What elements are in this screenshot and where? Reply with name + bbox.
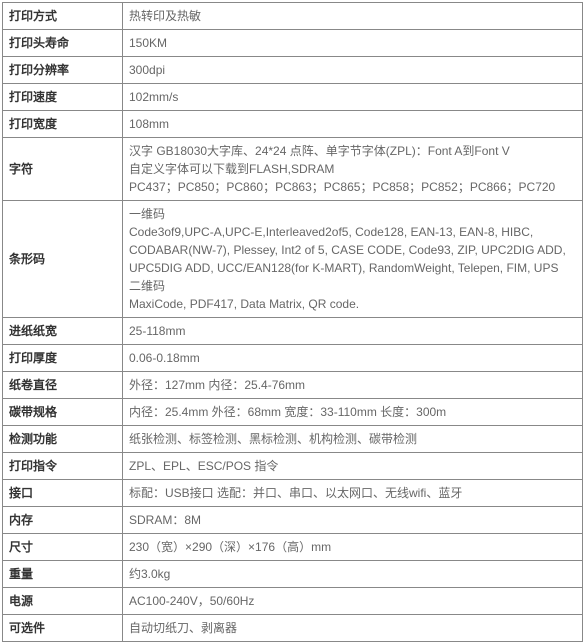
table-row: 纸卷直径外径：127mm 内径：25.4-76mm bbox=[3, 372, 583, 399]
spec-value: AC100-240V，50/60Hz bbox=[123, 588, 583, 615]
table-row: 尺寸230（宽）×290（深）×176（高）mm bbox=[3, 534, 583, 561]
table-row: 打印方式热转印及热敏 bbox=[3, 3, 583, 30]
spec-label: 打印厚度 bbox=[3, 345, 123, 372]
table-row: 重量约3.0kg bbox=[3, 561, 583, 588]
spec-value: 0.06-0.18mm bbox=[123, 345, 583, 372]
spec-value: 一维码Code3of9,UPC-A,UPC-E,Interleaved2of5,… bbox=[123, 201, 583, 318]
spec-label: 重量 bbox=[3, 561, 123, 588]
table-row: 碳带规格内径：25.4mm 外径：68mm 宽度：33-110mm 长度：300… bbox=[3, 399, 583, 426]
spec-value: 230（宽）×290（深）×176（高）mm bbox=[123, 534, 583, 561]
spec-label: 条形码 bbox=[3, 201, 123, 318]
spec-label: 打印头寿命 bbox=[3, 30, 123, 57]
spec-label: 进纸纸宽 bbox=[3, 318, 123, 345]
spec-value: 热转印及热敏 bbox=[123, 3, 583, 30]
table-row: 打印宽度108mm bbox=[3, 111, 583, 138]
spec-value: SDRAM：8M bbox=[123, 507, 583, 534]
spec-label: 检测功能 bbox=[3, 426, 123, 453]
spec-table: 打印方式热转印及热敏打印头寿命150KM打印分辨率300dpi打印速度102mm… bbox=[2, 2, 583, 642]
table-row: 打印速度102mm/s bbox=[3, 84, 583, 111]
spec-label: 打印速度 bbox=[3, 84, 123, 111]
spec-value: 25-118mm bbox=[123, 318, 583, 345]
spec-label: 字符 bbox=[3, 138, 123, 201]
spec-value: 108mm bbox=[123, 111, 583, 138]
spec-value: 300dpi bbox=[123, 57, 583, 84]
spec-label: 接口 bbox=[3, 480, 123, 507]
table-row: 打印分辨率300dpi bbox=[3, 57, 583, 84]
spec-label: 打印分辨率 bbox=[3, 57, 123, 84]
spec-label: 打印指令 bbox=[3, 453, 123, 480]
spec-value: 自动切纸刀、剥离器 bbox=[123, 615, 583, 642]
spec-value: 约3.0kg bbox=[123, 561, 583, 588]
spec-label: 纸卷直径 bbox=[3, 372, 123, 399]
spec-label: 碳带规格 bbox=[3, 399, 123, 426]
spec-table-body: 打印方式热转印及热敏打印头寿命150KM打印分辨率300dpi打印速度102mm… bbox=[3, 3, 583, 642]
spec-label: 电源 bbox=[3, 588, 123, 615]
table-row: 接口标配：USB接口 选配：并口、串口、以太网口、无线wifi、蓝牙 bbox=[3, 480, 583, 507]
spec-label: 内存 bbox=[3, 507, 123, 534]
spec-value: 标配：USB接口 选配：并口、串口、以太网口、无线wifi、蓝牙 bbox=[123, 480, 583, 507]
table-row: 进纸纸宽25-118mm bbox=[3, 318, 583, 345]
table-row: 打印头寿命150KM bbox=[3, 30, 583, 57]
spec-value: 150KM bbox=[123, 30, 583, 57]
table-row: 打印指令ZPL、EPL、ESC/POS 指令 bbox=[3, 453, 583, 480]
spec-label: 可选件 bbox=[3, 615, 123, 642]
table-row: 内存SDRAM：8M bbox=[3, 507, 583, 534]
table-row: 打印厚度0.06-0.18mm bbox=[3, 345, 583, 372]
table-row: 电源AC100-240V，50/60Hz bbox=[3, 588, 583, 615]
spec-label: 打印宽度 bbox=[3, 111, 123, 138]
spec-value: 汉字 GB18030大字库、24*24 点阵、单字节字体(ZPL)：Font A… bbox=[123, 138, 583, 201]
spec-value: 102mm/s bbox=[123, 84, 583, 111]
table-row: 条形码一维码Code3of9,UPC-A,UPC-E,Interleaved2o… bbox=[3, 201, 583, 318]
spec-label: 打印方式 bbox=[3, 3, 123, 30]
table-row: 可选件自动切纸刀、剥离器 bbox=[3, 615, 583, 642]
spec-label: 尺寸 bbox=[3, 534, 123, 561]
spec-value: 内径：25.4mm 外径：68mm 宽度：33-110mm 长度：300m bbox=[123, 399, 583, 426]
spec-value: ZPL、EPL、ESC/POS 指令 bbox=[123, 453, 583, 480]
table-row: 检测功能纸张检测、标签检测、黑标检测、机构检测、碳带检测 bbox=[3, 426, 583, 453]
spec-value: 外径：127mm 内径：25.4-76mm bbox=[123, 372, 583, 399]
spec-value: 纸张检测、标签检测、黑标检测、机构检测、碳带检测 bbox=[123, 426, 583, 453]
table-row: 字符汉字 GB18030大字库、24*24 点阵、单字节字体(ZPL)：Font… bbox=[3, 138, 583, 201]
